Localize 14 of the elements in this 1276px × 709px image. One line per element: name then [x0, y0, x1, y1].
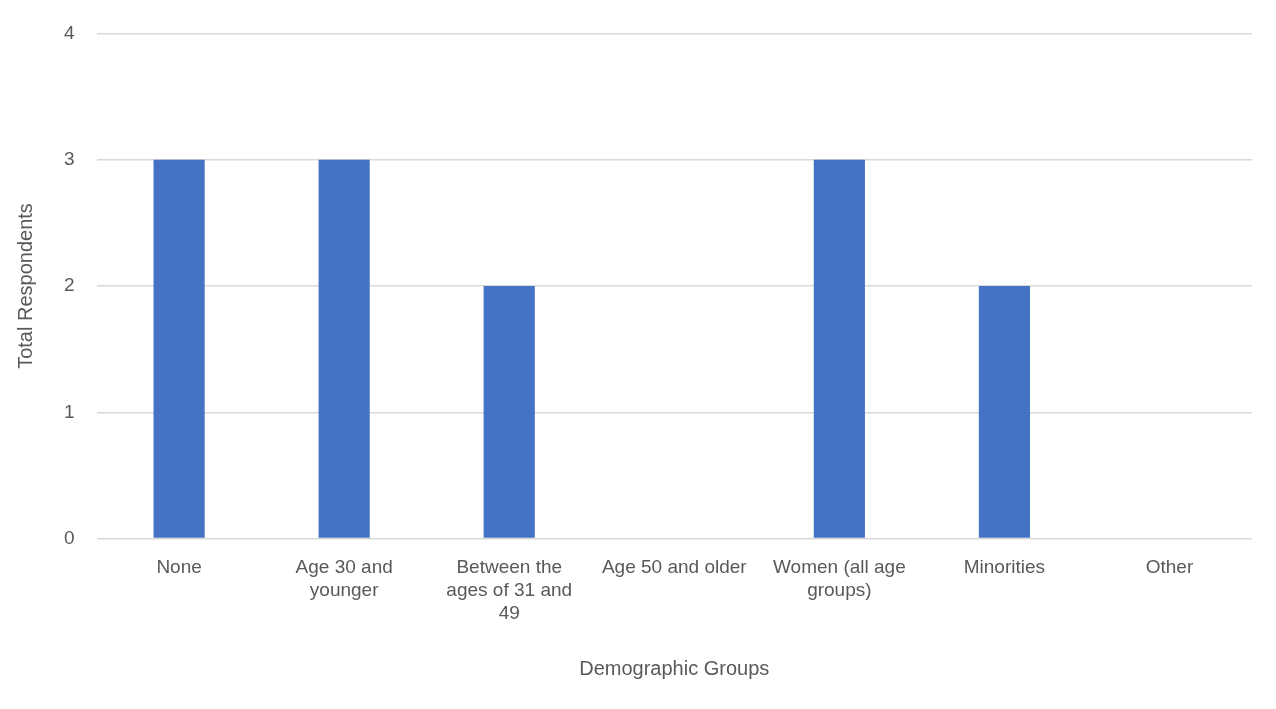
- x-axis-title: Demographic Groups: [579, 656, 770, 679]
- y-tick-label: 1: [63, 400, 75, 422]
- y-tick-label: 0: [63, 526, 75, 548]
- x-tick-label: Minorities: [963, 556, 1046, 578]
- x-tick-label: Age 30 and younger: [295, 556, 393, 601]
- x-tick-label: Other: [1145, 556, 1194, 578]
- y-tick-label: 4: [63, 21, 75, 43]
- y-tick-label: 2: [63, 274, 75, 296]
- x-tick-label: None: [156, 556, 202, 578]
- y-tick-label: 3: [63, 147, 75, 169]
- x-tick-label: Women (all age groups): [772, 556, 906, 601]
- y-axis-title: Total Respondents: [13, 203, 36, 369]
- x-tick-label: Age 50 and older: [601, 556, 748, 578]
- x-tick-label: Between the ages of 31 and 49: [446, 556, 573, 623]
